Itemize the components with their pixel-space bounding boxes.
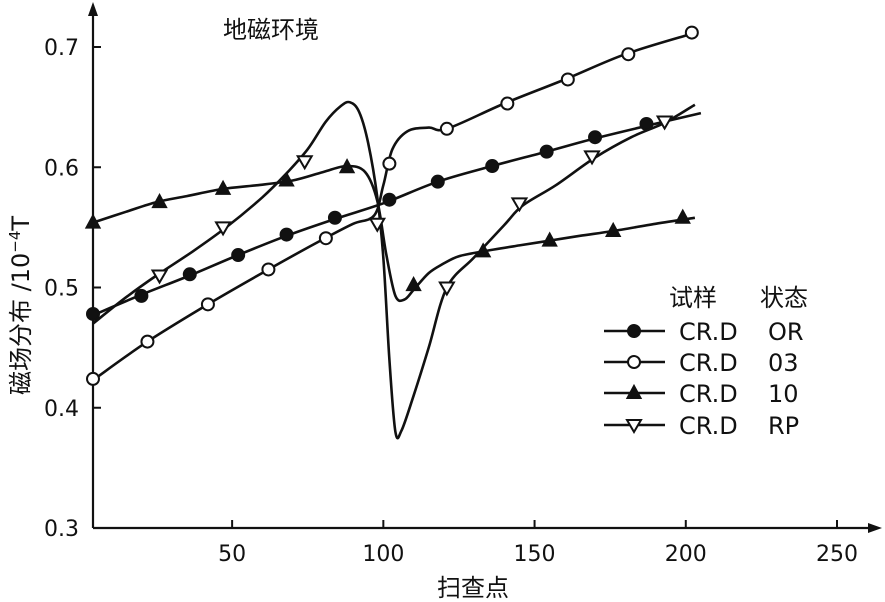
legend-item-03: CR.D 03 [604, 349, 799, 377]
y-axis-title: 磁场分布 /10−4T [6, 216, 35, 395]
legend-header-state: 状态 [760, 284, 808, 312]
data-point-or [430, 174, 445, 189]
y-tick-label: 0.5 [44, 277, 79, 302]
data-point-10 [541, 231, 558, 247]
x-tick-label: 50 [218, 542, 246, 567]
data-point-03 [621, 47, 636, 62]
x-axis-arrow-icon [868, 523, 882, 533]
legend-marker-10 [625, 383, 643, 399]
legend-item-10: CR.D 10 [604, 380, 799, 408]
data-point-or [279, 227, 294, 242]
data-point-10 [405, 275, 422, 292]
data-point-rp [368, 217, 387, 233]
data-point-rp [583, 150, 601, 166]
data-point-10 [338, 158, 356, 174]
data-point-03 [200, 297, 215, 312]
y-axis-title-unit: T [7, 216, 35, 232]
data-point-or [134, 288, 149, 303]
x-tick-label: 250 [816, 542, 858, 567]
data-point-03 [382, 156, 397, 171]
data-point-10 [605, 221, 622, 237]
legend-sample-label: CR.D [679, 318, 738, 346]
data-point-03 [318, 231, 333, 246]
legend-state-label: OR [768, 318, 804, 346]
y-axis-arrow-icon [88, 2, 98, 16]
x-tick-label: 100 [362, 542, 404, 567]
data-point-or [588, 130, 603, 145]
y-tick-label: 0.4 [44, 397, 79, 422]
legend-sample-label: CR.D [679, 412, 738, 440]
data-point-10 [84, 213, 102, 229]
legend-items: CR.D OR CR.D 03 CR.D 10 CR.D RP [604, 318, 804, 440]
data-point-rp [150, 269, 169, 285]
x-tick-label: 200 [665, 542, 707, 567]
data-point-10 [278, 171, 295, 187]
series-or [86, 111, 702, 321]
legend-marker-03 [627, 355, 641, 369]
legend-item-or: CR.D OR [604, 318, 804, 346]
data-point-03 [560, 72, 575, 87]
y-tick-label: 0.7 [44, 36, 79, 61]
data-point-rp [510, 197, 529, 213]
series-10 [84, 158, 696, 303]
data-point-03 [140, 334, 155, 349]
legend-sample-label: CR.D [679, 349, 738, 377]
legend-header-sample: 试样 [669, 284, 717, 312]
data-point-rp [655, 115, 674, 131]
x-tick-label: 150 [514, 542, 556, 567]
series-layer [84, 25, 702, 440]
data-point-or [231, 248, 246, 263]
series-line-10 [92, 164, 696, 303]
data-point-or [485, 159, 500, 174]
legend: 试样 状态 CR.D OR CR.D 03 CR.D 10 CR.D RP [604, 284, 808, 440]
series-line-rp [92, 100, 696, 440]
data-point-03 [500, 96, 515, 111]
series-rp [92, 100, 696, 440]
data-point-rp [438, 281, 456, 297]
y-axis-title-main: 磁场分布 /10 [7, 253, 35, 395]
data-point-03 [439, 121, 454, 136]
data-point-10 [674, 208, 691, 224]
legend-marker-rp [625, 419, 643, 434]
data-point-03 [684, 25, 699, 40]
series-line-03 [92, 32, 693, 382]
series-03 [86, 25, 699, 386]
data-point-03 [261, 262, 276, 277]
legend-state-label: RP [768, 412, 799, 440]
environment-annotation: 地磁环境 [223, 16, 319, 44]
legend-item-rp: CR.D RP [604, 412, 799, 440]
legend-state-label: 10 [768, 380, 799, 408]
y-tick-label: 0.6 [44, 156, 79, 181]
data-point-or [86, 306, 100, 321]
ticks: 50 100 150 200 250 0.3 0.4 0.5 0.6 0.7 [44, 36, 858, 567]
x-axis-title: 扫查点 [437, 574, 509, 602]
data-point-10 [151, 193, 168, 209]
data-point-rp [295, 155, 314, 171]
data-point-or [327, 210, 342, 225]
y-axis-title-exponent: −4 [6, 231, 24, 253]
y-tick-label: 0.3 [44, 517, 79, 542]
data-point-rp [214, 221, 232, 237]
data-point-or [382, 192, 397, 207]
data-point-or [182, 267, 197, 282]
axes [88, 2, 882, 533]
data-point-or [539, 144, 554, 159]
data-point-10 [214, 179, 232, 195]
legend-state-label: 03 [768, 349, 799, 377]
legend-sample-label: CR.D [679, 380, 738, 408]
legend-marker-or [627, 324, 641, 338]
data-point-03 [86, 371, 100, 386]
